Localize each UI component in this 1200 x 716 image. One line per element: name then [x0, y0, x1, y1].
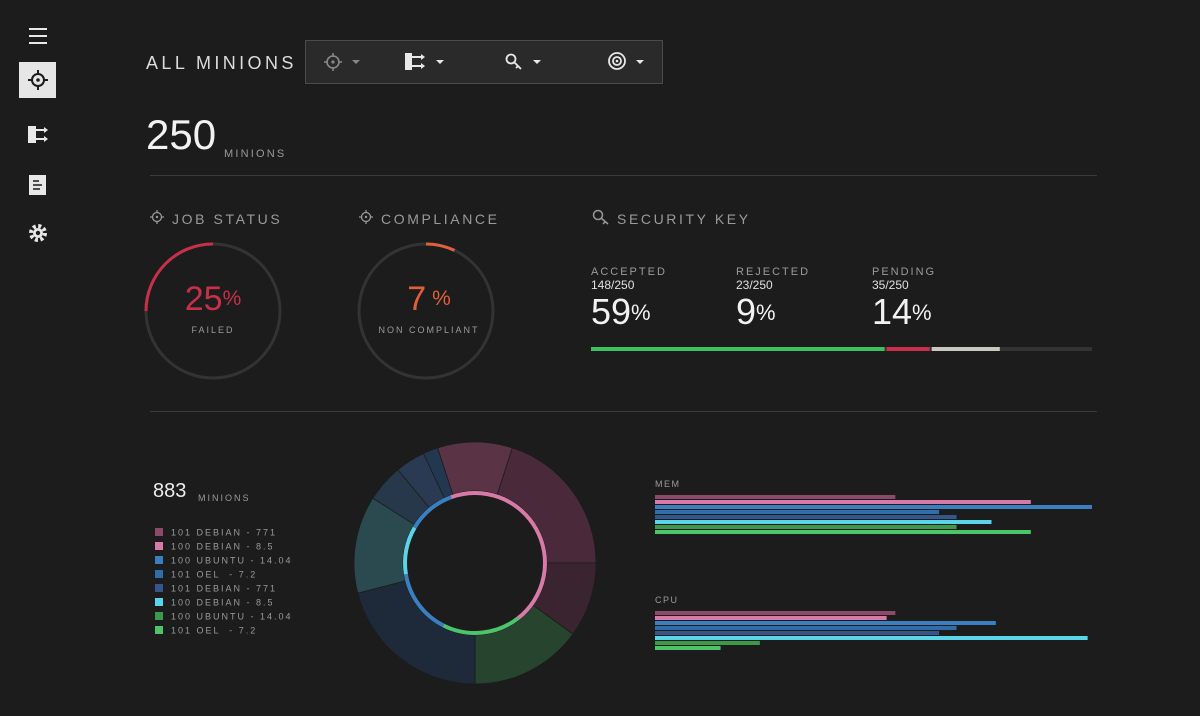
mem-bar: [655, 500, 1031, 504]
legend-swatch: [155, 626, 163, 634]
legend-label: 100 UBUNTU - 14.04: [171, 556, 293, 566]
security-title: SECURITY KEY: [617, 211, 751, 227]
key-value: 59%: [591, 291, 651, 332]
nav-hierarchy[interactable]: [28, 126, 48, 143]
key-label: PENDING: [872, 266, 936, 278]
minion-count: 250: [146, 111, 216, 158]
key-percent: 9: [736, 291, 756, 332]
job-label: FAILED: [191, 325, 234, 335]
donut-inner-segment: [403, 526, 417, 575]
legend-label: 101 OEL - 7.2: [171, 570, 257, 580]
mem-bar: [655, 515, 957, 519]
key-icon: [592, 209, 609, 225]
cpu-bar: [655, 616, 887, 620]
cpu-bar: [655, 611, 896, 615]
key-count: 23/250: [736, 278, 773, 292]
distribution-unit: MINIONS: [198, 493, 251, 503]
legend-label: 101 DEBIAN - 771: [171, 528, 277, 538]
filter-compliance[interactable]: [608, 52, 644, 70]
toolbar: [305, 40, 663, 84]
mem-bar: [655, 510, 940, 514]
nav-reports[interactable]: [29, 175, 46, 195]
mem-bar: [655, 525, 957, 529]
key-unit: %: [631, 300, 651, 325]
donut-inner-segment: [450, 491, 547, 620]
job-icon: [150, 210, 164, 224]
compliance-title: COMPLIANCE: [381, 211, 500, 227]
legend-label: 101 OEL - 7.2: [171, 626, 257, 636]
donut-inner-segment: [403, 573, 445, 628]
legend-swatch: [155, 598, 163, 606]
job-percent: 25: [185, 280, 223, 318]
page-title: ALL MINIONS: [146, 53, 297, 73]
key-count: 35/250: [872, 278, 909, 292]
legend-swatch: [155, 584, 163, 592]
cpu-bar: [655, 631, 940, 635]
key-percent: 14: [872, 291, 912, 332]
compliance-percent: 7: [407, 280, 426, 318]
job-unit: %: [223, 287, 242, 310]
cpu-bar: [655, 646, 721, 650]
minion-unit: MINIONS: [224, 148, 286, 160]
key-unit: %: [912, 300, 932, 325]
menu-button[interactable]: [29, 28, 47, 44]
compliance-label: NON COMPLIANT: [378, 325, 479, 335]
legend-swatch: [155, 528, 163, 536]
legend-label: 100 DEBIAN - 8.5: [171, 598, 275, 608]
compliance-unit: %: [432, 287, 451, 310]
distribution-count: 883: [153, 480, 186, 502]
key-value: 9%: [736, 291, 776, 332]
donut-inner-segment: [412, 495, 452, 529]
cpu-bar: [655, 626, 957, 630]
legend-label: 100 DEBIAN - 8.5: [171, 542, 275, 552]
key-value: 14%: [872, 291, 932, 332]
legend-label: 101 DEBIAN - 771: [171, 584, 277, 594]
filter-targets[interactable]: [324, 53, 360, 71]
key-count: 148/250: [591, 278, 635, 292]
job-value: 25%: [185, 280, 242, 318]
key-bar-segment: [886, 347, 930, 351]
key-label: REJECTED: [736, 266, 810, 278]
mem-bar: [655, 505, 1092, 509]
filter-hierarchy[interactable]: [405, 53, 444, 70]
compliance-value: 7%: [407, 280, 451, 318]
nav-targets[interactable]: [19, 62, 56, 98]
cpu-bar: [655, 621, 996, 625]
compliance-icon: [359, 210, 373, 224]
filter-keys[interactable]: [505, 53, 542, 70]
gauge-arc: [425, 242, 456, 252]
nav-settings[interactable]: [29, 224, 47, 242]
mem-bar: [655, 495, 896, 499]
gauge-arc: [144, 242, 214, 312]
legend-label: 100 UBUNTU - 14.04: [171, 612, 293, 622]
key-bar-segment: [931, 347, 1000, 351]
cpu-bar: [655, 636, 1088, 640]
key-bar-segment: [591, 347, 885, 351]
cpu-bar: [655, 641, 760, 645]
legend-swatch: [155, 570, 163, 578]
job-status-title: JOB STATUS: [172, 211, 282, 227]
mem-bar: [655, 530, 1031, 534]
legend-swatch: [155, 556, 163, 564]
cpu-title: CPU: [655, 595, 679, 605]
key-label: ACCEPTED: [591, 266, 667, 278]
mem-title: MEM: [655, 479, 681, 489]
legend-swatch: [155, 612, 163, 620]
mem-bar: [655, 520, 992, 524]
key-unit: %: [756, 300, 776, 325]
donut-inner-segment: [442, 616, 520, 635]
key-percent: 59: [591, 291, 631, 332]
legend-swatch: [155, 542, 163, 550]
